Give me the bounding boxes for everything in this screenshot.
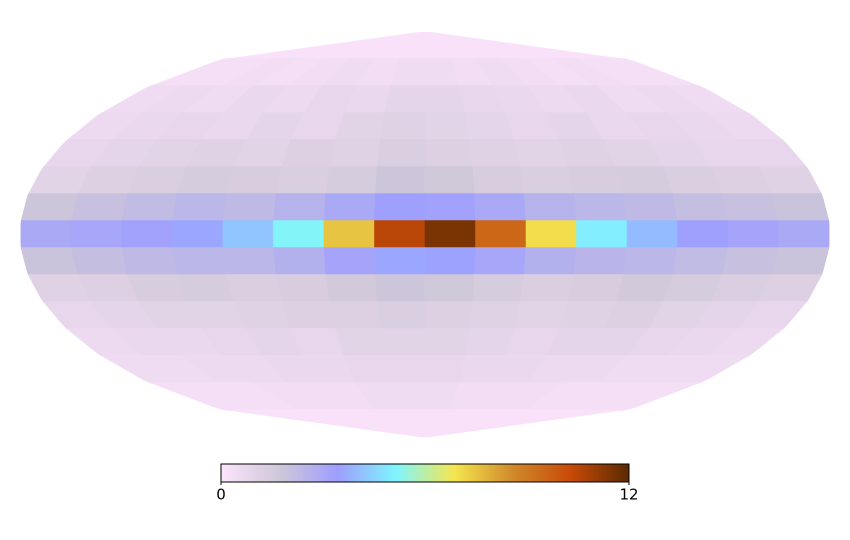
map-cell — [469, 301, 521, 330]
map-cell — [424, 193, 476, 222]
map-cell — [424, 85, 466, 114]
map-cell — [424, 355, 466, 384]
map-cell — [525, 220, 577, 249]
map-cell — [172, 247, 227, 276]
map-cell — [514, 301, 569, 330]
map-cell — [121, 193, 178, 222]
map-cell — [379, 112, 426, 141]
map-cell — [520, 274, 575, 303]
map-cell — [376, 139, 426, 168]
map-cell — [275, 166, 330, 195]
map-cell — [424, 301, 474, 330]
map-cell — [424, 274, 475, 303]
map-cell — [472, 274, 525, 303]
map-cell — [374, 220, 426, 249]
map-cell — [281, 139, 336, 168]
map-cell — [325, 274, 378, 303]
map-cell — [384, 85, 426, 114]
map-cell — [172, 193, 227, 222]
map-cell — [323, 247, 376, 276]
map-cell — [325, 166, 378, 195]
map-cell — [226, 274, 283, 303]
map-cell — [623, 247, 678, 276]
map-cell — [722, 247, 779, 276]
map-cell — [573, 193, 628, 222]
map-cell — [475, 220, 527, 249]
map-cell — [329, 139, 381, 168]
map-cell — [722, 193, 779, 222]
map-cell — [727, 220, 779, 249]
map-cell — [474, 247, 527, 276]
map-cell — [222, 247, 277, 276]
map-cell — [677, 220, 729, 249]
map-cell — [424, 139, 474, 168]
map-cell — [384, 355, 426, 384]
map-cell — [71, 247, 128, 276]
map-cell — [623, 193, 678, 222]
map-cell — [281, 301, 336, 330]
map-cell — [273, 247, 327, 276]
map-cell — [573, 247, 628, 276]
map-cell — [778, 220, 830, 249]
colorbar-gradient — [220, 463, 630, 483]
map-cell — [626, 220, 678, 249]
map-cell — [771, 247, 830, 276]
map-cell — [376, 301, 426, 330]
map-cell — [523, 247, 577, 276]
map-cell — [20, 220, 72, 249]
map-cell — [121, 247, 178, 276]
map-cell — [424, 409, 628, 437]
map-cell — [374, 247, 426, 276]
map-cell — [672, 193, 729, 222]
map-cell — [121, 220, 173, 249]
map-cell — [672, 247, 729, 276]
map-cell — [375, 274, 426, 303]
map-cell — [275, 274, 330, 303]
map-cell — [424, 166, 475, 195]
colorbar-tick-label: 0 — [216, 486, 226, 504]
map-cell — [329, 301, 381, 330]
map-cell — [520, 166, 575, 195]
map-cell — [771, 193, 830, 222]
map-cell — [273, 193, 327, 222]
map-cell — [222, 193, 277, 222]
map-cell — [323, 193, 376, 222]
map-cell — [424, 328, 471, 357]
map-cell — [20, 193, 79, 222]
map-cell — [514, 139, 569, 168]
map-cell — [615, 166, 674, 195]
map-cell — [469, 139, 521, 168]
map-cell — [567, 166, 624, 195]
map-cell — [335, 328, 385, 357]
map-cell — [615, 274, 674, 303]
map-cell — [176, 166, 235, 195]
map-cell — [474, 193, 527, 222]
map-cell — [226, 166, 283, 195]
map-cell — [335, 112, 385, 141]
map-cell — [375, 166, 426, 195]
map-cell — [379, 328, 426, 357]
map-cell — [374, 193, 426, 222]
map-cell — [273, 220, 325, 249]
map-cell — [20, 247, 79, 276]
map-cell — [424, 220, 476, 249]
map-cell — [71, 220, 123, 249]
sky-map — [20, 32, 830, 437]
map-cell — [424, 112, 471, 141]
map-cell — [567, 274, 624, 303]
colorbar: 0 12 — [216, 463, 639, 504]
map-cell — [472, 166, 525, 195]
map-cell — [323, 220, 375, 249]
map-cell — [424, 247, 476, 276]
map-cell — [523, 193, 577, 222]
map-cell — [176, 274, 235, 303]
map-cell — [71, 193, 128, 222]
colorbar-tick-label: 12 — [619, 486, 638, 504]
map-cell — [172, 220, 224, 249]
map-cell — [222, 220, 274, 249]
map-cell — [576, 220, 628, 249]
